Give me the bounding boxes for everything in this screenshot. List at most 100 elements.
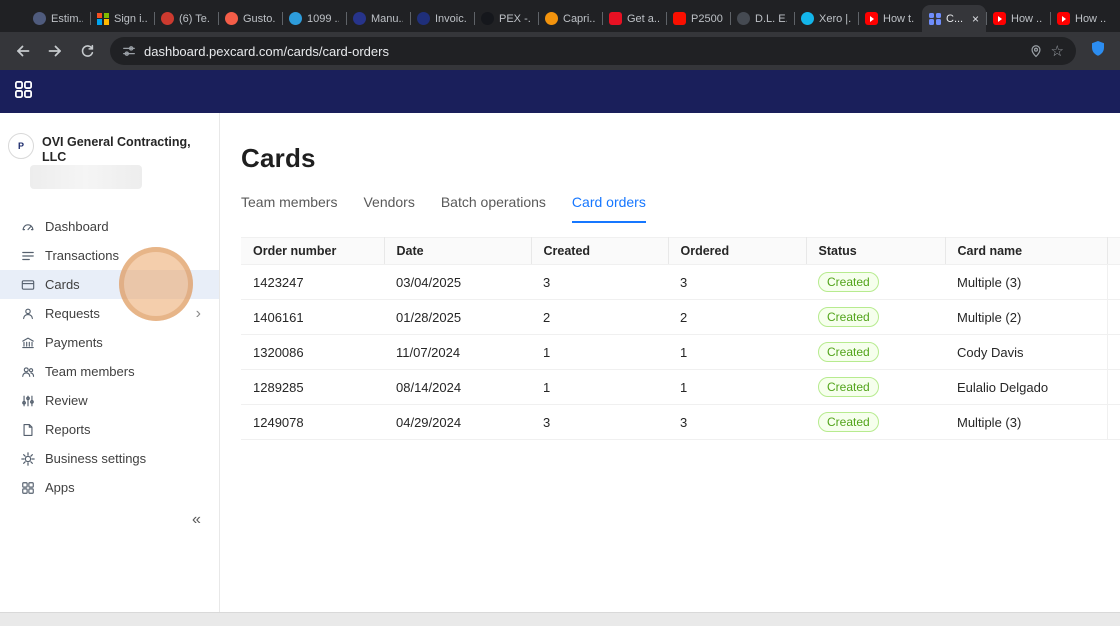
browser-tab[interactable]: Estim...: [26, 5, 90, 32]
cell-ordered: 3: [668, 404, 806, 440]
browser-tab[interactable]: (6) Te...: [154, 5, 218, 32]
tab-close-icon[interactable]: ×: [971, 11, 979, 26]
forward-button[interactable]: [42, 38, 68, 64]
tab-label: Estim...: [51, 12, 83, 25]
sidebar-item-cards[interactable]: Cards: [0, 270, 219, 299]
sidebar-item-review[interactable]: Review: [0, 386, 219, 415]
browser-tab-active[interactable]: C... ×: [922, 5, 986, 32]
cell-created: 1: [531, 334, 668, 370]
review-icon: [22, 395, 34, 406]
browser-tab[interactable]: Get a...: [602, 5, 666, 32]
company-name: OVI General Contracting, LLC: [42, 135, 191, 164]
tab-favicon: [225, 12, 238, 25]
settings-gear-icon: [21, 451, 35, 466]
team-members-icon: [22, 366, 35, 377]
cell-created: 3: [531, 264, 668, 300]
tab-label: Invoic...: [435, 12, 467, 25]
sidebar-item-payments[interactable]: Payments: [0, 328, 219, 357]
table-row[interactable]: 1320086 11/07/2024 1 1 Created Cody Davi…: [241, 334, 1120, 370]
table-row[interactable]: 1406161 01/28/2025 2 2 Created Multiple …: [241, 299, 1120, 335]
extension-shield-icon[interactable]: [1090, 40, 1106, 62]
tab-favicon-youtube: [865, 12, 878, 25]
tab-label: Sign i...: [114, 12, 147, 25]
col-order-number: Order number: [241, 237, 385, 265]
cell-date: 08/14/2024: [384, 369, 531, 405]
payments-icon: [22, 337, 34, 348]
pex-logo-icon: [14, 80, 33, 104]
col-status: Status: [806, 237, 946, 265]
sidebar-item-requests[interactable]: Requests ›: [0, 299, 219, 328]
browser-tab[interactable]: P2500...: [666, 5, 730, 32]
url-text: dashboard.pexcard.com/cards/card-orders: [144, 43, 389, 59]
browser-tab[interactable]: Sign i...: [90, 5, 154, 32]
tab-favicon-microsoft: [97, 12, 109, 25]
sidebar-item-team-members[interactable]: Team members: [0, 357, 219, 386]
cell-created: 3: [531, 404, 668, 440]
sidebar-nav: Dashboard Transactions Cards Requests › …: [0, 212, 219, 502]
company-selector[interactable]: P OVI General Contracting, LLC: [8, 133, 208, 165]
tab-vendors[interactable]: Vendors: [363, 194, 415, 210]
tab-favicon: [289, 12, 302, 25]
cell-order-number: 1320086: [241, 334, 384, 370]
cell-card-name: Multiple (3): [945, 264, 1107, 300]
sidebar-item-transactions[interactable]: Transactions: [0, 241, 219, 270]
browser-tab[interactable]: How ...: [986, 5, 1050, 32]
cell-status: Created: [806, 404, 945, 440]
sidebar-item-reports[interactable]: Reports: [0, 415, 219, 444]
tab-favicon: [545, 12, 558, 25]
cell-date: 11/07/2024: [384, 334, 531, 370]
cell-cutoff: [1106, 369, 1120, 405]
cell-card-name: Eulalio Delgado: [945, 369, 1107, 405]
col-card-name: Card name: [945, 237, 1108, 265]
browser-tab[interactable]: How ...: [1050, 5, 1114, 32]
browser-tab[interactable]: Gusto...: [218, 5, 282, 32]
cell-cutoff: [1106, 264, 1120, 300]
cards-icon: [21, 279, 35, 290]
tab-favicon: [33, 12, 46, 25]
browser-tab[interactable]: Xero |...: [794, 5, 858, 32]
browser-tab-strip: Estim... Sign i... (6) Te... Gusto... 10…: [0, 0, 1120, 32]
sidebar-collapse-button[interactable]: «: [192, 511, 201, 528]
sidebar-item-dashboard[interactable]: Dashboard: [0, 212, 219, 241]
location-icon[interactable]: [1029, 44, 1043, 58]
tab-label: How ...: [1075, 12, 1107, 25]
back-button[interactable]: [10, 38, 36, 64]
table-row[interactable]: 1289285 08/14/2024 1 1 Created Eulalio D…: [241, 369, 1120, 405]
cell-ordered: 3: [668, 264, 806, 300]
cell-status: Created: [806, 334, 945, 370]
browser-tab[interactable]: 1099 ...: [282, 5, 346, 32]
browser-tab[interactable]: How t...: [858, 5, 922, 32]
site-info-icon[interactable]: [122, 44, 136, 58]
chevron-right-icon: ›: [195, 304, 201, 322]
cell-cutoff: [1106, 299, 1120, 335]
cell-ordered: 1: [668, 334, 806, 370]
sidebar-item-apps[interactable]: Apps: [0, 473, 219, 502]
sidebar-item-label: Transactions: [45, 248, 119, 263]
tab-card-orders[interactable]: Card orders: [571, 194, 646, 223]
refresh-button[interactable]: [74, 38, 100, 64]
tab-label: C...: [946, 12, 964, 25]
dashboard-icon: [22, 223, 34, 230]
tab-favicon: [353, 12, 366, 25]
tab-label: How t...: [883, 12, 915, 25]
browser-tab[interactable]: Invoic...: [410, 5, 474, 32]
sidebar-item-label: Payments: [45, 335, 103, 350]
tab-favicon-youtube: [993, 12, 1006, 25]
bookmark-star-icon[interactable]: ☆: [1050, 42, 1064, 60]
sidebar-item-business-settings[interactable]: Business settings: [0, 444, 219, 473]
bottom-strip: [0, 612, 1120, 626]
browser-tab[interactable]: PEX -...: [474, 5, 538, 32]
browser-tab[interactable]: Capri...: [538, 5, 602, 32]
address-bar[interactable]: dashboard.pexcard.com/cards/card-orders …: [110, 37, 1076, 65]
tab-favicon-youtube: [1057, 12, 1070, 25]
table-row[interactable]: 1249078 04/29/2024 3 3 Created Multiple …: [241, 404, 1120, 440]
browser-tab[interactable]: D.L. E...: [730, 5, 794, 32]
col-created: Created: [531, 237, 669, 265]
tab-team-members[interactable]: Team members: [241, 194, 338, 210]
browser-tab[interactable]: Manu...: [346, 5, 410, 32]
cell-date: 03/04/2025: [384, 264, 531, 300]
tab-batch-operations[interactable]: Batch operations: [440, 194, 546, 210]
sidebar-item-label: Cards: [45, 277, 80, 292]
table-row[interactable]: 1423247 03/04/2025 3 3 Created Multiple …: [241, 264, 1120, 300]
